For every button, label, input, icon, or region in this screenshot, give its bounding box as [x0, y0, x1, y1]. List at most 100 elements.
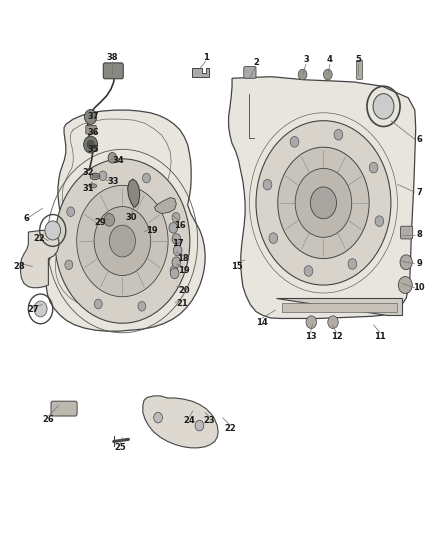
Circle shape [99, 171, 107, 181]
Circle shape [348, 259, 357, 269]
Text: 32: 32 [83, 167, 94, 176]
Text: 23: 23 [204, 416, 215, 425]
Text: 7: 7 [417, 188, 422, 197]
Polygon shape [127, 179, 140, 207]
Circle shape [172, 233, 181, 244]
Text: 35: 35 [88, 146, 99, 155]
Circle shape [138, 302, 146, 311]
Polygon shape [143, 396, 218, 448]
Circle shape [256, 120, 391, 285]
Text: 1: 1 [203, 53, 209, 62]
Circle shape [154, 413, 162, 423]
FancyBboxPatch shape [103, 63, 123, 79]
Circle shape [142, 173, 150, 183]
Polygon shape [155, 198, 177, 214]
FancyBboxPatch shape [51, 401, 77, 416]
Text: 3: 3 [303, 55, 309, 64]
Circle shape [311, 187, 336, 219]
Polygon shape [192, 68, 209, 77]
Circle shape [400, 255, 412, 270]
Text: 5: 5 [355, 55, 361, 64]
Circle shape [34, 301, 47, 317]
Text: 22: 22 [224, 424, 236, 433]
Circle shape [373, 94, 394, 119]
Text: 6: 6 [416, 135, 422, 144]
Text: 27: 27 [27, 305, 39, 314]
FancyBboxPatch shape [400, 226, 413, 239]
Circle shape [278, 147, 369, 259]
Text: 2: 2 [253, 58, 259, 67]
Circle shape [170, 265, 178, 275]
Text: 29: 29 [95, 218, 106, 227]
Circle shape [328, 316, 338, 328]
Text: 15: 15 [230, 262, 242, 271]
Text: 34: 34 [112, 156, 124, 165]
Circle shape [110, 225, 135, 257]
Circle shape [195, 420, 204, 431]
Circle shape [55, 159, 190, 323]
Circle shape [323, 69, 332, 80]
Text: 8: 8 [417, 230, 422, 239]
Circle shape [290, 136, 299, 147]
Polygon shape [276, 298, 402, 316]
Text: 38: 38 [106, 53, 118, 62]
Text: 28: 28 [14, 262, 25, 271]
Circle shape [85, 110, 97, 124]
FancyBboxPatch shape [244, 67, 256, 78]
Polygon shape [282, 303, 396, 312]
Circle shape [94, 207, 151, 276]
Circle shape [398, 277, 412, 294]
Text: 31: 31 [83, 183, 94, 192]
Circle shape [334, 130, 343, 140]
Text: 6: 6 [24, 214, 30, 223]
Circle shape [67, 207, 74, 216]
Circle shape [65, 260, 73, 270]
Circle shape [172, 257, 181, 268]
Text: 37: 37 [88, 112, 99, 122]
Text: 10: 10 [413, 283, 425, 292]
Ellipse shape [89, 184, 97, 188]
Text: 36: 36 [88, 128, 99, 138]
Text: 12: 12 [331, 332, 343, 341]
Circle shape [45, 221, 60, 240]
Text: 9: 9 [417, 260, 422, 268]
FancyBboxPatch shape [357, 60, 363, 79]
Circle shape [298, 69, 307, 80]
Text: 16: 16 [174, 221, 186, 230]
Circle shape [304, 265, 313, 276]
Circle shape [108, 152, 117, 163]
Polygon shape [229, 77, 416, 318]
Circle shape [104, 214, 115, 226]
Circle shape [87, 140, 94, 149]
Circle shape [94, 299, 102, 309]
Text: 33: 33 [108, 177, 120, 186]
Ellipse shape [92, 175, 98, 178]
Text: 4: 4 [327, 55, 333, 64]
Text: 11: 11 [374, 332, 386, 341]
Circle shape [172, 213, 180, 222]
Text: 22: 22 [34, 234, 46, 243]
Circle shape [170, 268, 179, 279]
Text: 14: 14 [256, 318, 268, 327]
Circle shape [169, 222, 178, 233]
Text: 30: 30 [125, 213, 137, 222]
Circle shape [84, 136, 98, 153]
Text: 25: 25 [114, 443, 126, 453]
Circle shape [173, 245, 182, 256]
Circle shape [369, 163, 378, 173]
Text: 13: 13 [304, 332, 316, 341]
Circle shape [306, 316, 317, 328]
Circle shape [77, 185, 168, 297]
Circle shape [295, 168, 352, 237]
Polygon shape [46, 110, 205, 331]
Text: 19: 19 [178, 266, 190, 275]
Text: 19: 19 [146, 226, 157, 235]
Polygon shape [21, 230, 59, 288]
Text: 17: 17 [172, 239, 184, 248]
Text: 20: 20 [178, 286, 190, 295]
Circle shape [375, 216, 384, 227]
Text: 18: 18 [177, 254, 189, 263]
Text: 21: 21 [176, 299, 188, 308]
Circle shape [269, 233, 278, 244]
FancyBboxPatch shape [86, 125, 96, 134]
